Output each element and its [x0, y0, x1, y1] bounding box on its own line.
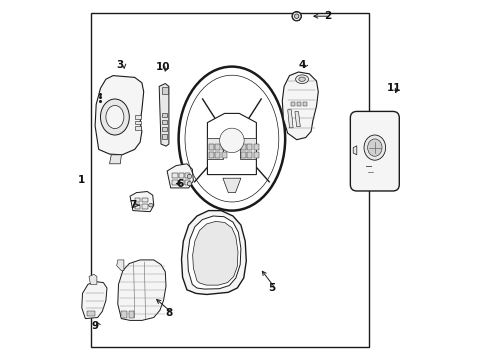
Ellipse shape: [294, 14, 298, 18]
Polygon shape: [130, 192, 153, 212]
Ellipse shape: [148, 203, 153, 207]
Text: 1: 1: [78, 175, 85, 185]
FancyBboxPatch shape: [349, 112, 399, 191]
Bar: [179, 173, 183, 178]
Polygon shape: [167, 164, 193, 188]
Polygon shape: [109, 155, 121, 164]
Bar: [162, 87, 168, 94]
Polygon shape: [187, 216, 241, 289]
Ellipse shape: [291, 12, 301, 21]
Bar: [172, 173, 177, 178]
Ellipse shape: [187, 181, 191, 186]
Bar: [185, 173, 190, 178]
Text: 10: 10: [156, 62, 170, 72]
Bar: [296, 102, 301, 106]
Ellipse shape: [106, 105, 123, 129]
Bar: [162, 120, 166, 124]
Ellipse shape: [363, 135, 385, 160]
Ellipse shape: [187, 174, 191, 179]
Ellipse shape: [178, 67, 285, 211]
Text: 3: 3: [117, 60, 123, 70]
Bar: [253, 152, 259, 158]
Polygon shape: [118, 260, 166, 320]
Bar: [215, 144, 220, 150]
Ellipse shape: [219, 128, 244, 153]
Polygon shape: [207, 138, 223, 159]
Text: 8: 8: [165, 308, 172, 318]
Polygon shape: [192, 221, 238, 285]
Bar: [87, 311, 95, 316]
Bar: [290, 102, 294, 106]
Polygon shape: [223, 178, 241, 193]
Text: 5: 5: [267, 283, 275, 293]
Polygon shape: [159, 84, 168, 146]
Bar: [221, 152, 226, 158]
Polygon shape: [240, 138, 256, 159]
Polygon shape: [282, 72, 318, 140]
Polygon shape: [294, 112, 300, 127]
Bar: [172, 180, 177, 185]
Bar: [121, 311, 126, 318]
Bar: [302, 102, 306, 106]
Bar: [162, 134, 166, 139]
Text: 11: 11: [386, 83, 400, 93]
Polygon shape: [352, 146, 356, 155]
Ellipse shape: [367, 139, 381, 156]
Text: 7: 7: [129, 200, 136, 210]
Polygon shape: [89, 274, 97, 284]
Bar: [253, 144, 259, 150]
Bar: [128, 311, 134, 318]
Bar: [135, 121, 141, 124]
Polygon shape: [287, 110, 292, 128]
Bar: [241, 144, 245, 150]
Ellipse shape: [295, 75, 308, 84]
Bar: [247, 144, 252, 150]
Bar: [247, 152, 252, 158]
Polygon shape: [207, 113, 256, 175]
Polygon shape: [81, 282, 107, 319]
Bar: [179, 180, 183, 185]
Text: 2: 2: [323, 11, 330, 21]
Text: 9: 9: [91, 321, 99, 331]
Bar: [135, 198, 140, 202]
Bar: [142, 198, 147, 202]
Polygon shape: [95, 76, 143, 155]
Ellipse shape: [298, 77, 305, 81]
Bar: [162, 113, 166, 117]
Bar: [208, 144, 213, 150]
Bar: [215, 152, 220, 158]
Bar: [91, 13, 368, 347]
Polygon shape: [117, 260, 123, 271]
Text: 4: 4: [298, 60, 305, 70]
Bar: [135, 126, 141, 130]
Ellipse shape: [101, 99, 129, 135]
Bar: [185, 180, 190, 185]
Text: 6: 6: [176, 179, 183, 189]
Bar: [221, 144, 226, 150]
Polygon shape: [181, 211, 246, 294]
Bar: [135, 204, 140, 209]
Bar: [208, 152, 213, 158]
Bar: [142, 204, 147, 209]
Bar: [135, 115, 141, 119]
Bar: [162, 127, 166, 131]
Bar: [241, 152, 245, 158]
